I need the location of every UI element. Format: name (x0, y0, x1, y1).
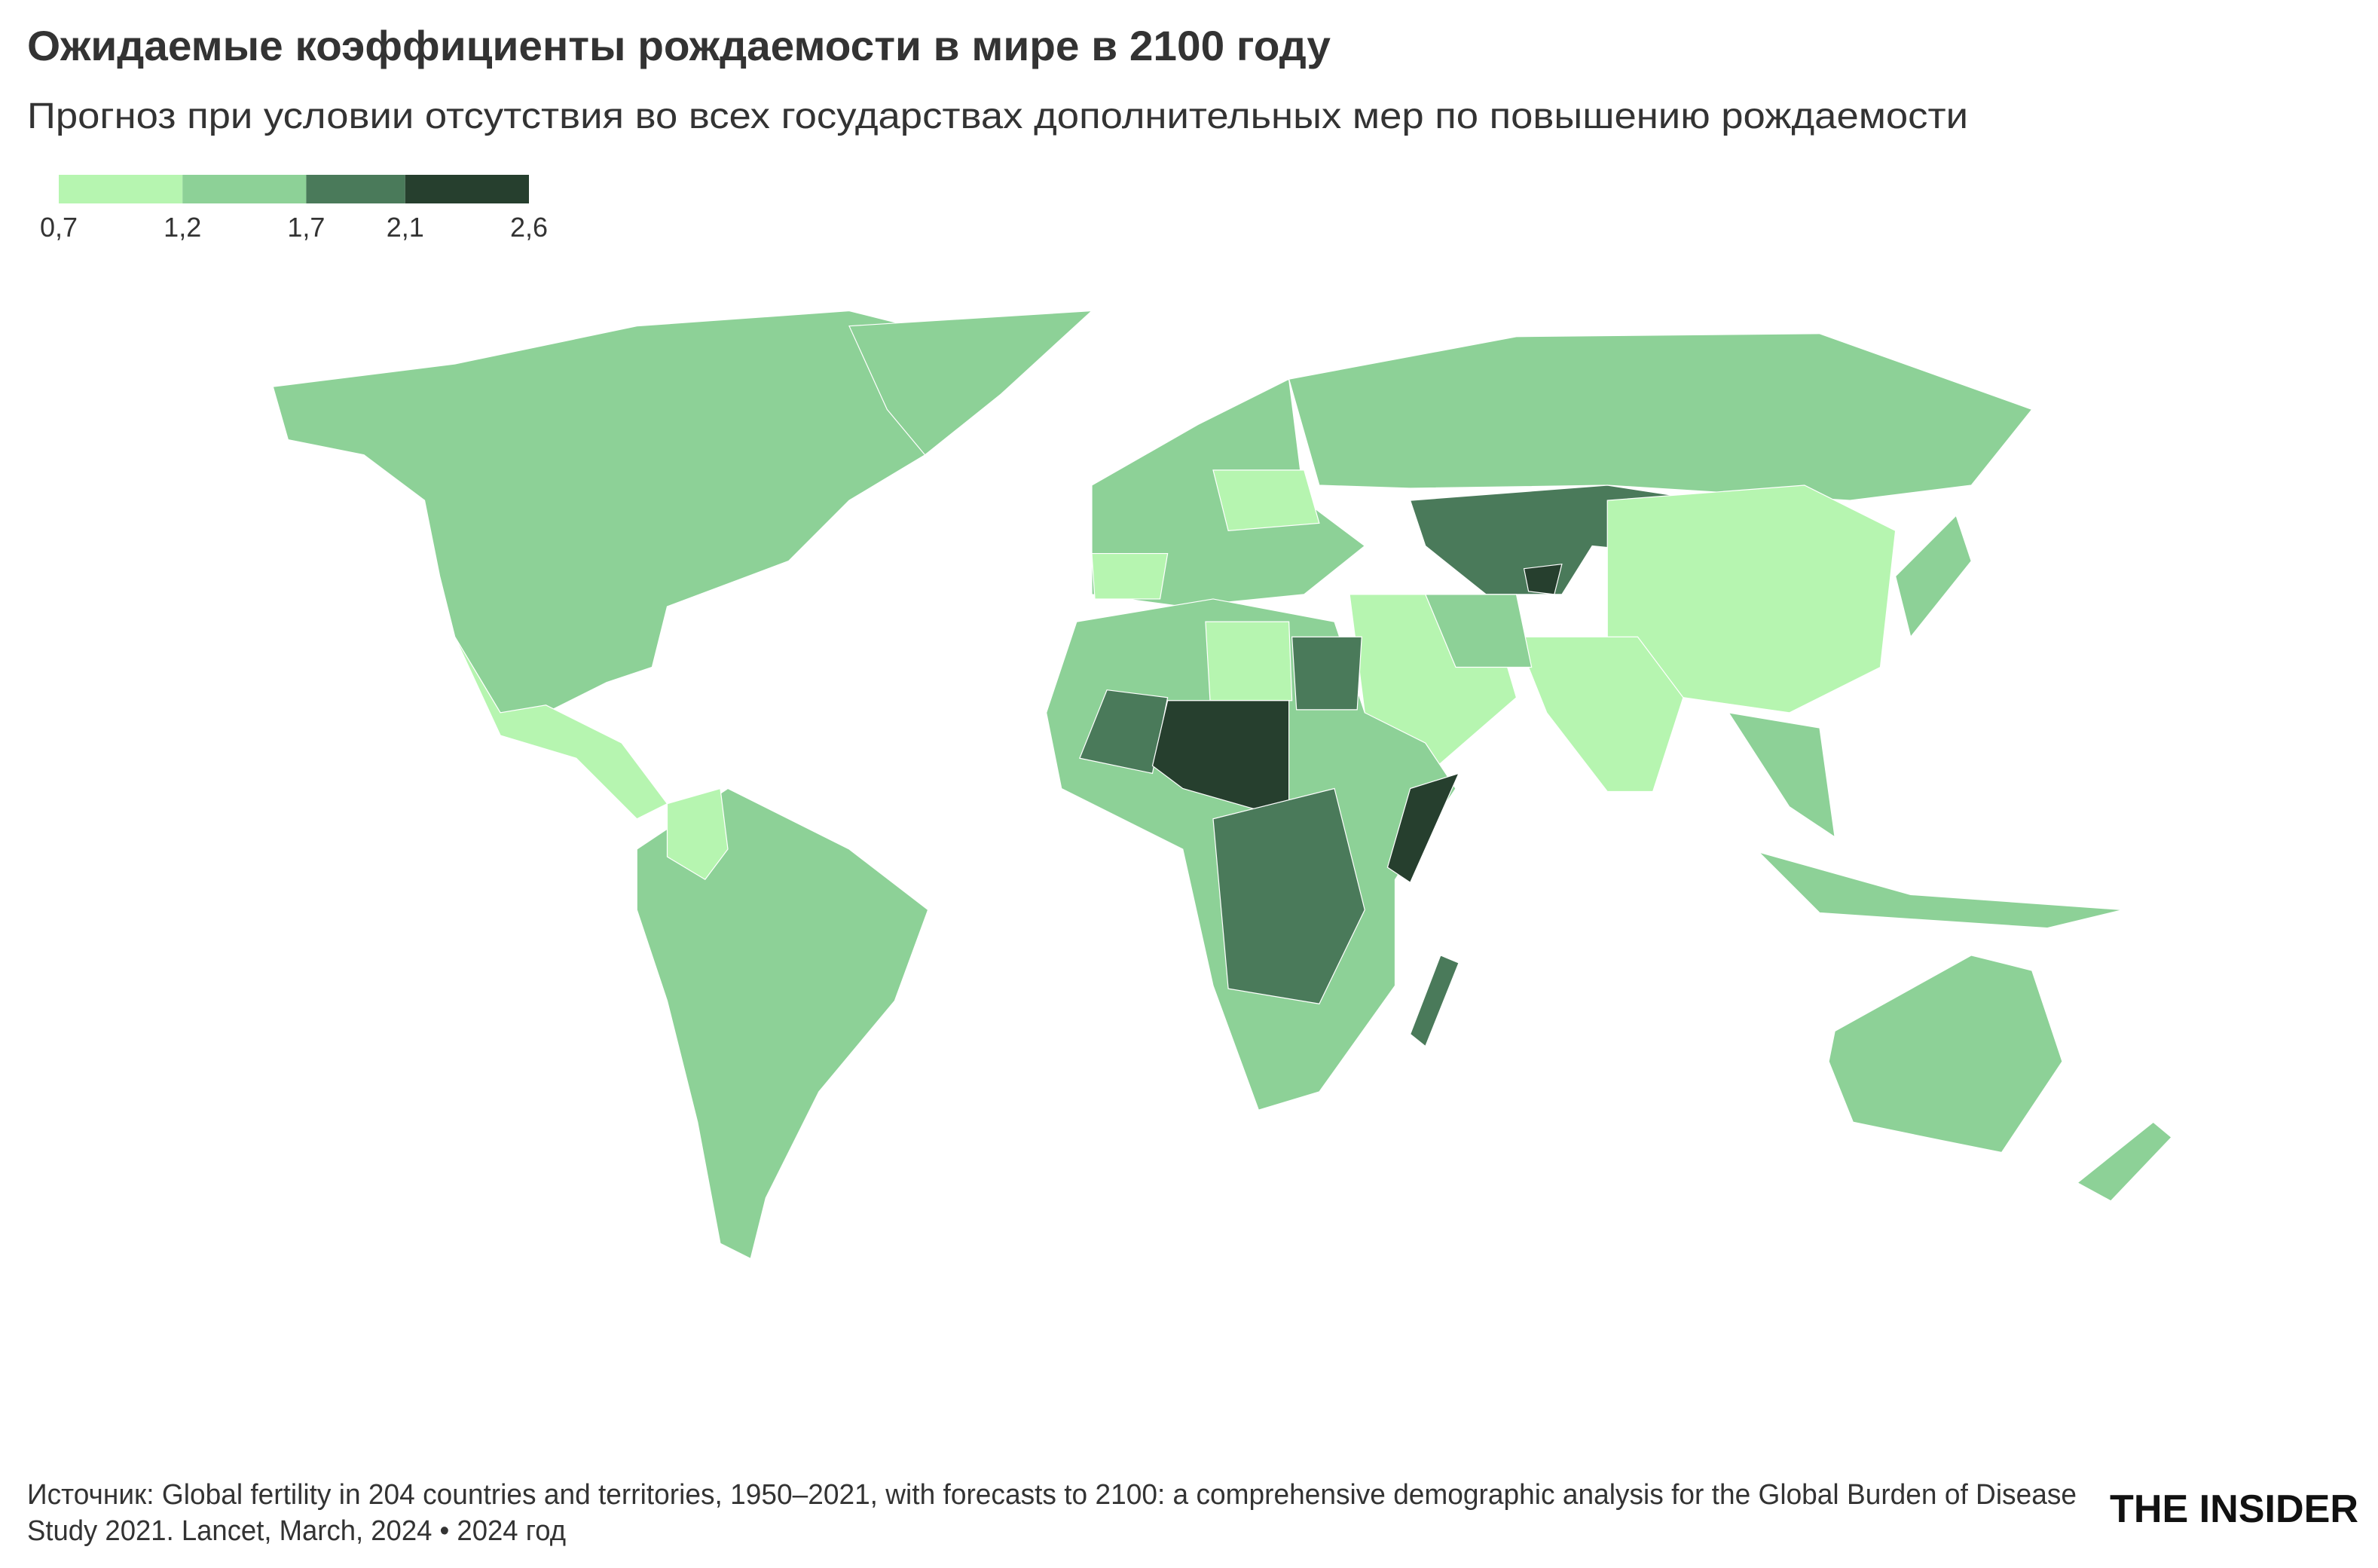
country (1757, 851, 2123, 929)
country (1288, 333, 2033, 501)
legend-tick-label: 2,6 (510, 212, 548, 243)
country (1728, 712, 1835, 839)
legend-tick-label: 1,7 (287, 212, 325, 243)
country (272, 310, 926, 714)
legend-tick-label: 2,1 (387, 212, 424, 243)
legend-tick-label: 0,7 (40, 212, 78, 243)
country (1079, 689, 1169, 775)
source: Study 2021. Lancet, March, 2024 • 2024 г… (27, 1515, 566, 1547)
country (1205, 621, 1293, 701)
country (1894, 515, 1972, 638)
legend-swatch (59, 175, 183, 203)
country (1291, 636, 1362, 711)
country (1151, 700, 1290, 820)
legend: 0,7 1,2 1,7 2,1 2,6 (40, 175, 548, 243)
country (1523, 563, 1563, 595)
source: Источник: Global fertility in 204 countr… (27, 1479, 2077, 1511)
country (1386, 772, 1460, 884)
country (1212, 787, 1365, 1004)
country (1091, 552, 1169, 600)
country (636, 787, 929, 1260)
title: Ожидаемые коэффициенты рождаемости в мир… (27, 22, 1331, 69)
legend-swatch (182, 175, 307, 203)
legend-swatch (405, 175, 529, 203)
country (666, 787, 729, 881)
country (848, 310, 1093, 456)
legend-swatch (306, 175, 405, 203)
country (1515, 636, 1684, 793)
country (2077, 1121, 2172, 1202)
country (1212, 469, 1320, 532)
country (1424, 594, 1533, 668)
country (1409, 955, 1460, 1047)
logo: THE INSIDER (2110, 1487, 2358, 1531)
subtitle: Прогноз при условии отсутствия во всех г… (27, 96, 1968, 136)
country (1828, 955, 2063, 1154)
world-map (272, 310, 2172, 1260)
legend-tick-label: 1,2 (164, 212, 201, 243)
